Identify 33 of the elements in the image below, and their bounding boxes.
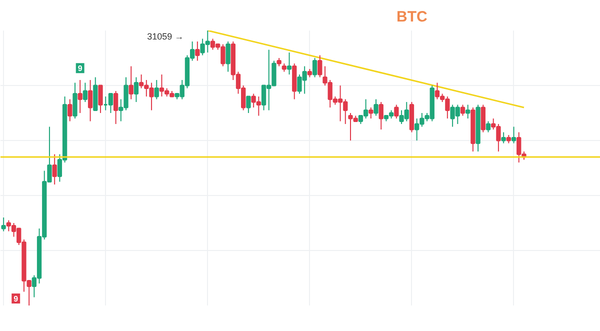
candlestick: [128, 66, 134, 100]
annotation: 9: [14, 294, 19, 304]
annotation: 9: [78, 64, 83, 74]
candlestick: [312, 58, 318, 78]
candlestick: [113, 90, 118, 124]
candlestick: [82, 82, 88, 102]
candlestick: [286, 52, 292, 75]
candlestick: [72, 82, 78, 119]
candlestick: [52, 154, 57, 185]
candlestick: [88, 80, 93, 122]
candlestick: [154, 80, 159, 100]
candlestick: [394, 104, 399, 119]
candlestick: [511, 126, 516, 144]
candlestick: [246, 96, 251, 114]
annotation: 31059 →: [147, 32, 184, 42]
candlestick: [195, 41, 200, 62]
candlestick: [374, 98, 378, 116]
candlestick: [368, 107, 374, 119]
chart-title: BTC: [396, 8, 428, 26]
candlestick: [378, 102, 384, 130]
candlestick: [1, 217, 6, 232]
candlestick: [108, 93, 114, 114]
candlestick: [486, 120, 491, 133]
candlestick: [134, 76, 139, 102]
candlestick: [68, 98, 72, 122]
candlestick: [480, 104, 486, 133]
candlestick: [226, 41, 230, 72]
candlestick: [466, 104, 470, 119]
candlestick: [78, 80, 82, 114]
candlestick: [501, 132, 506, 144]
candlestick: [460, 104, 466, 116]
candlestick: [318, 54, 322, 78]
candlestick: [98, 84, 103, 114]
